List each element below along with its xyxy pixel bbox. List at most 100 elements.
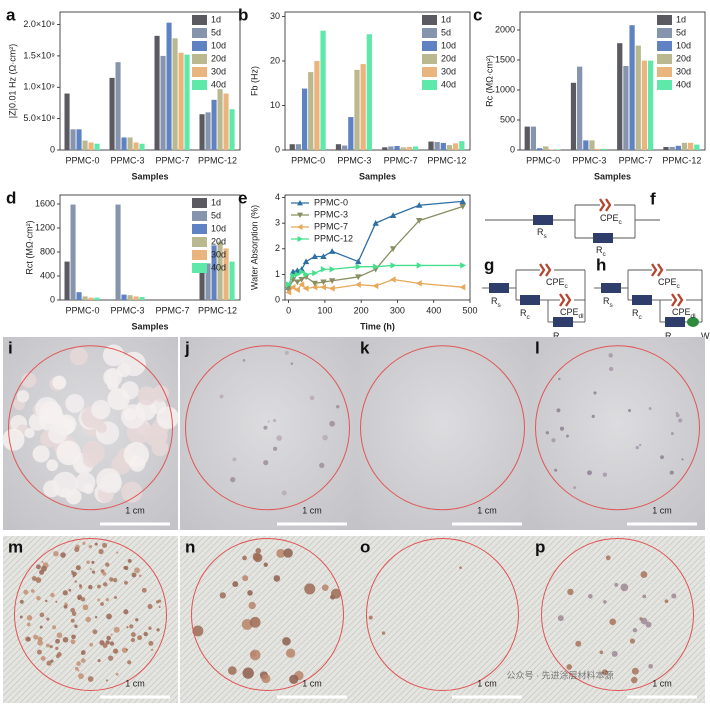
sample-circle bbox=[8, 345, 173, 511]
bar bbox=[595, 148, 601, 150]
surface-spot bbox=[248, 601, 256, 610]
bar bbox=[64, 93, 70, 150]
plot-frame bbox=[284, 194, 471, 301]
surface-spot bbox=[110, 633, 113, 636]
bar bbox=[412, 146, 419, 150]
bar bbox=[570, 82, 577, 150]
bar bbox=[94, 143, 100, 150]
legend-label: 10d bbox=[211, 223, 226, 233]
cpe-symbol bbox=[605, 198, 612, 212]
surface-spot bbox=[74, 666, 79, 671]
surface-spot bbox=[130, 632, 136, 637]
scale-label: 1 cm bbox=[652, 505, 672, 515]
x-tick-label: 400 bbox=[426, 305, 441, 315]
bar bbox=[669, 147, 675, 150]
surface-spot bbox=[116, 551, 119, 554]
cpe-symbol bbox=[599, 198, 606, 212]
surface-spot bbox=[156, 406, 179, 429]
surface-spot bbox=[127, 558, 132, 563]
surface-spot bbox=[330, 588, 342, 599]
bar bbox=[70, 129, 76, 150]
surface-spot bbox=[86, 560, 90, 565]
data-point bbox=[416, 202, 423, 208]
bar bbox=[360, 64, 366, 150]
surface-spot bbox=[608, 366, 614, 372]
surface-spot bbox=[276, 548, 286, 558]
legend-swatch bbox=[192, 224, 207, 234]
surface-spot bbox=[629, 638, 636, 644]
surface-spot bbox=[55, 600, 58, 603]
data-point bbox=[302, 285, 309, 292]
data-point bbox=[311, 253, 318, 260]
photo-background bbox=[530, 337, 705, 530]
scale-label: 1 cm bbox=[477, 678, 497, 688]
scale-label: 1 cm bbox=[302, 505, 322, 515]
bar bbox=[382, 147, 388, 150]
bar bbox=[647, 60, 654, 150]
surface-spot bbox=[267, 420, 270, 423]
y-tick-label: 1200 bbox=[35, 222, 55, 232]
surface-spot bbox=[620, 583, 629, 592]
surface-spot bbox=[107, 655, 114, 661]
legend-label: 1d bbox=[441, 14, 451, 24]
data-point bbox=[328, 278, 336, 284]
data-point bbox=[286, 281, 292, 288]
bar bbox=[76, 129, 82, 150]
circuit-label: Rs bbox=[603, 296, 614, 308]
scale-label: 1 cm bbox=[125, 505, 145, 515]
plot-frame bbox=[519, 11, 706, 151]
surface-spot bbox=[52, 375, 67, 390]
legend-marker bbox=[297, 224, 303, 230]
surface-spot bbox=[282, 637, 291, 646]
x-tick-label: 300 bbox=[390, 305, 405, 315]
bar bbox=[635, 45, 641, 150]
data-point bbox=[460, 262, 466, 269]
plot-frame bbox=[284, 11, 471, 151]
surface-spot bbox=[71, 634, 76, 640]
surface-spot bbox=[575, 640, 582, 647]
legend-label: 30d bbox=[211, 249, 226, 259]
legend-marker bbox=[297, 212, 303, 218]
surface-spot bbox=[645, 621, 652, 628]
panel-label: m bbox=[8, 537, 23, 556]
data-point bbox=[416, 280, 422, 287]
data-point bbox=[416, 218, 423, 224]
y-tick-label: 2 bbox=[275, 243, 280, 253]
surface-spot bbox=[37, 639, 43, 646]
surface-spot bbox=[148, 626, 152, 630]
y-axis-label: Water Absorption (%) bbox=[249, 205, 259, 290]
surface-spot bbox=[39, 401, 63, 425]
surface-spot bbox=[611, 650, 618, 657]
surface-spot bbox=[36, 649, 42, 655]
surface-spot bbox=[283, 548, 293, 558]
y-tick-label: 1.5×10⁹ bbox=[23, 50, 55, 60]
surface-spot bbox=[2, 428, 25, 451]
bar bbox=[154, 35, 160, 150]
surface-spot bbox=[56, 440, 81, 466]
surface-spot bbox=[113, 626, 120, 633]
bar bbox=[82, 296, 88, 300]
data-point bbox=[329, 266, 336, 273]
surface-spot bbox=[648, 663, 654, 669]
bar bbox=[589, 140, 595, 150]
surface-spot bbox=[640, 571, 648, 578]
data-point bbox=[302, 258, 310, 265]
sample-circle bbox=[360, 345, 525, 511]
resistor bbox=[601, 283, 621, 293]
panel-label: f bbox=[650, 189, 656, 208]
bar bbox=[139, 143, 145, 150]
panel-label: g bbox=[484, 255, 494, 274]
surface-spot bbox=[587, 470, 592, 476]
surface-spot bbox=[134, 567, 140, 574]
surface-spot bbox=[557, 615, 564, 622]
y-tick-label: 1.0×10⁹ bbox=[23, 82, 55, 92]
legend-swatch bbox=[192, 250, 207, 260]
legend-label: 40d bbox=[441, 79, 456, 89]
bar bbox=[688, 142, 694, 150]
circuit-label: CPEc bbox=[658, 277, 681, 289]
sample-circle bbox=[366, 537, 519, 691]
surface-spot bbox=[614, 582, 619, 587]
surface-spot bbox=[123, 609, 129, 615]
surface-spot bbox=[642, 594, 647, 599]
photo: 1 cm k bbox=[355, 337, 530, 530]
